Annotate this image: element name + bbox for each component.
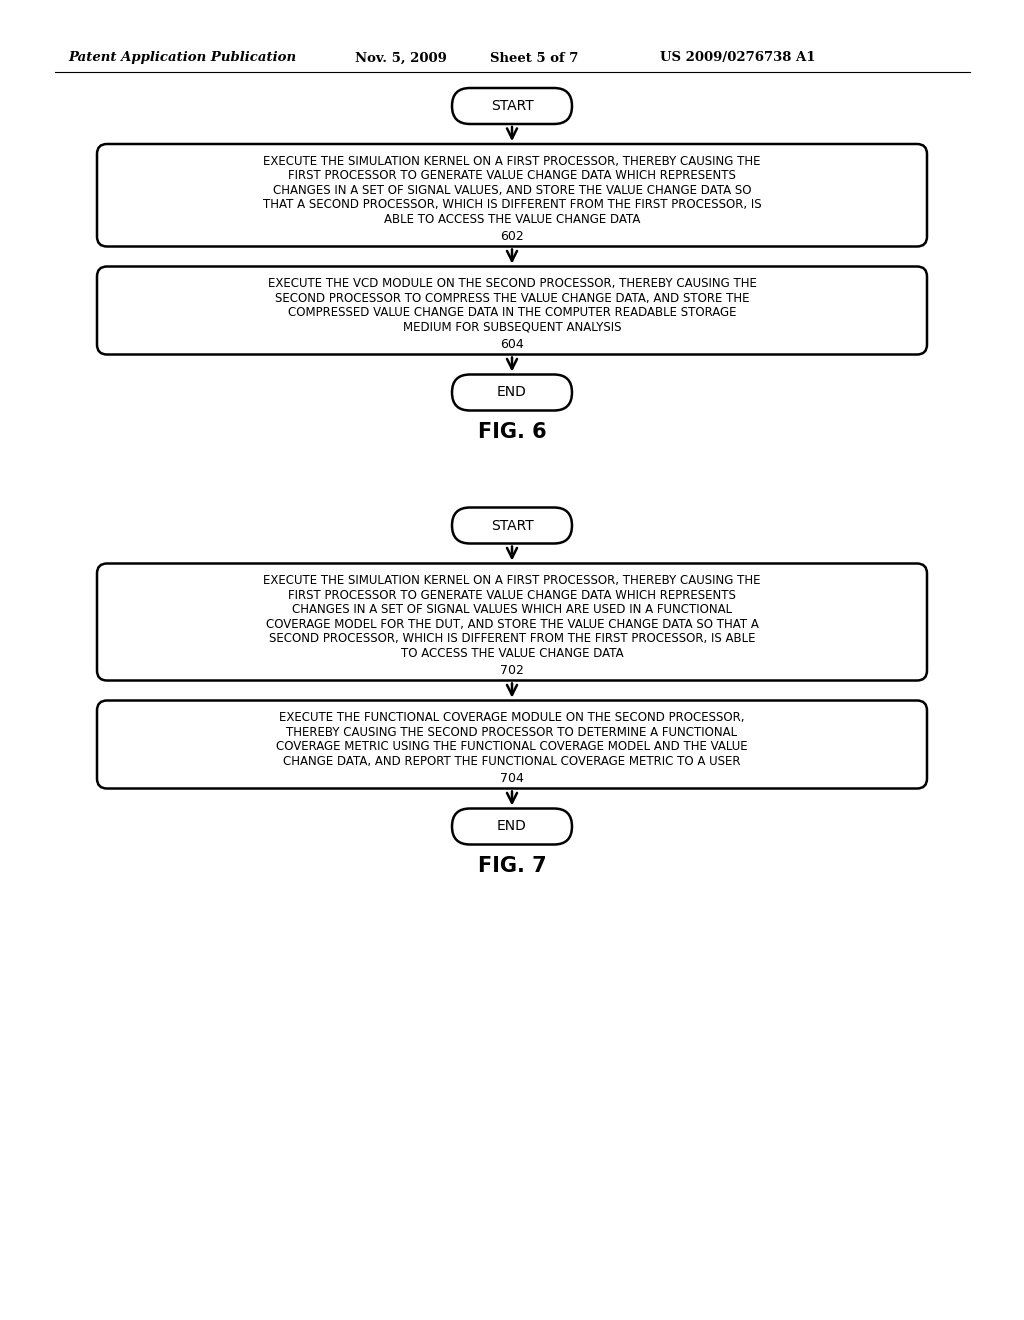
Text: SECOND PROCESSOR TO COMPRESS THE VALUE CHANGE DATA, AND STORE THE: SECOND PROCESSOR TO COMPRESS THE VALUE C… <box>274 292 750 305</box>
Text: EXECUTE THE FUNCTIONAL COVERAGE MODULE ON THE SECOND PROCESSOR,: EXECUTE THE FUNCTIONAL COVERAGE MODULE O… <box>280 711 744 725</box>
Text: 602: 602 <box>500 230 524 243</box>
Text: 704: 704 <box>500 772 524 785</box>
Text: START: START <box>490 519 534 532</box>
Text: THEREBY CAUSING THE SECOND PROCESSOR TO DETERMINE A FUNCTIONAL: THEREBY CAUSING THE SECOND PROCESSOR TO … <box>287 726 737 739</box>
Text: 604: 604 <box>500 338 524 351</box>
Text: 702: 702 <box>500 664 524 677</box>
Text: Nov. 5, 2009: Nov. 5, 2009 <box>355 51 446 65</box>
Text: FIG. 7: FIG. 7 <box>477 857 547 876</box>
Text: START: START <box>490 99 534 114</box>
Text: MEDIUM FOR SUBSEQUENT ANALYSIS: MEDIUM FOR SUBSEQUENT ANALYSIS <box>402 321 622 334</box>
Text: US 2009/0276738 A1: US 2009/0276738 A1 <box>660 51 815 65</box>
Text: CHANGES IN A SET OF SIGNAL VALUES, AND STORE THE VALUE CHANGE DATA SO: CHANGES IN A SET OF SIGNAL VALUES, AND S… <box>272 183 752 197</box>
FancyBboxPatch shape <box>452 88 572 124</box>
FancyBboxPatch shape <box>97 267 927 355</box>
Text: ABLE TO ACCESS THE VALUE CHANGE DATA: ABLE TO ACCESS THE VALUE CHANGE DATA <box>384 213 640 226</box>
Text: FIRST PROCESSOR TO GENERATE VALUE CHANGE DATA WHICH REPRESENTS: FIRST PROCESSOR TO GENERATE VALUE CHANGE… <box>288 169 736 182</box>
Text: CHANGE DATA, AND REPORT THE FUNCTIONAL COVERAGE METRIC TO A USER: CHANGE DATA, AND REPORT THE FUNCTIONAL C… <box>284 755 740 768</box>
Text: SECOND PROCESSOR, WHICH IS DIFFERENT FROM THE FIRST PROCESSOR, IS ABLE: SECOND PROCESSOR, WHICH IS DIFFERENT FRO… <box>268 632 756 645</box>
FancyBboxPatch shape <box>97 701 927 788</box>
FancyBboxPatch shape <box>97 564 927 681</box>
Text: FIG. 6: FIG. 6 <box>477 422 547 442</box>
Text: Sheet 5 of 7: Sheet 5 of 7 <box>490 51 579 65</box>
Text: TO ACCESS THE VALUE CHANGE DATA: TO ACCESS THE VALUE CHANGE DATA <box>400 647 624 660</box>
FancyBboxPatch shape <box>452 375 572 411</box>
Text: COMPRESSED VALUE CHANGE DATA IN THE COMPUTER READABLE STORAGE: COMPRESSED VALUE CHANGE DATA IN THE COMP… <box>288 306 736 319</box>
Text: EXECUTE THE SIMULATION KERNEL ON A FIRST PROCESSOR, THEREBY CAUSING THE: EXECUTE THE SIMULATION KERNEL ON A FIRST… <box>263 574 761 587</box>
FancyBboxPatch shape <box>97 144 927 247</box>
FancyBboxPatch shape <box>452 507 572 544</box>
Text: Patent Application Publication: Patent Application Publication <box>68 51 296 65</box>
FancyBboxPatch shape <box>452 808 572 845</box>
Text: FIRST PROCESSOR TO GENERATE VALUE CHANGE DATA WHICH REPRESENTS: FIRST PROCESSOR TO GENERATE VALUE CHANGE… <box>288 589 736 602</box>
Text: END: END <box>497 820 527 833</box>
Text: THAT A SECOND PROCESSOR, WHICH IS DIFFERENT FROM THE FIRST PROCESSOR, IS: THAT A SECOND PROCESSOR, WHICH IS DIFFER… <box>263 198 761 211</box>
Text: COVERAGE METRIC USING THE FUNCTIONAL COVERAGE MODEL AND THE VALUE: COVERAGE METRIC USING THE FUNCTIONAL COV… <box>276 741 748 754</box>
Text: CHANGES IN A SET OF SIGNAL VALUES WHICH ARE USED IN A FUNCTIONAL: CHANGES IN A SET OF SIGNAL VALUES WHICH … <box>292 603 732 616</box>
Text: EXECUTE THE SIMULATION KERNEL ON A FIRST PROCESSOR, THEREBY CAUSING THE: EXECUTE THE SIMULATION KERNEL ON A FIRST… <box>263 154 761 168</box>
Text: EXECUTE THE VCD MODULE ON THE SECOND PROCESSOR, THEREBY CAUSING THE: EXECUTE THE VCD MODULE ON THE SECOND PRO… <box>267 277 757 290</box>
Text: END: END <box>497 385 527 400</box>
Text: COVERAGE MODEL FOR THE DUT, AND STORE THE VALUE CHANGE DATA SO THAT A: COVERAGE MODEL FOR THE DUT, AND STORE TH… <box>265 618 759 631</box>
